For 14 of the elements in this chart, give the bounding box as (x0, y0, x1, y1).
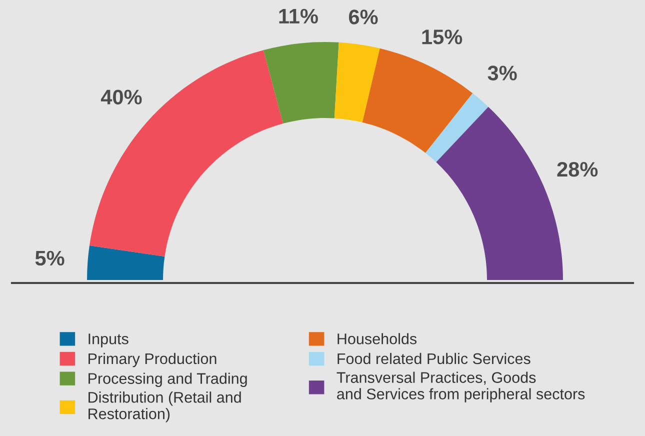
legend-label: Inputs (88, 334, 128, 348)
legend-label: Households (338, 333, 417, 344)
legend-label: Food related Public Services (338, 352, 530, 364)
data-label: 15% (422, 30, 462, 44)
data-label: 28% (557, 162, 598, 177)
data-label: 6% (348, 10, 378, 24)
legend-label: Transversal Practices, Goods and Services from peripheral sectors (336, 372, 585, 402)
legend-label: Distribution (Retail and Restoration) (88, 392, 241, 422)
legend-label: Primary Production (88, 352, 216, 368)
data-label: 40% (100, 90, 142, 104)
data-label: 5% (35, 250, 64, 266)
legend-label: Processing and Trading (88, 372, 247, 387)
data-label: 11% (279, 8, 318, 24)
data-label: 3% (488, 66, 517, 80)
